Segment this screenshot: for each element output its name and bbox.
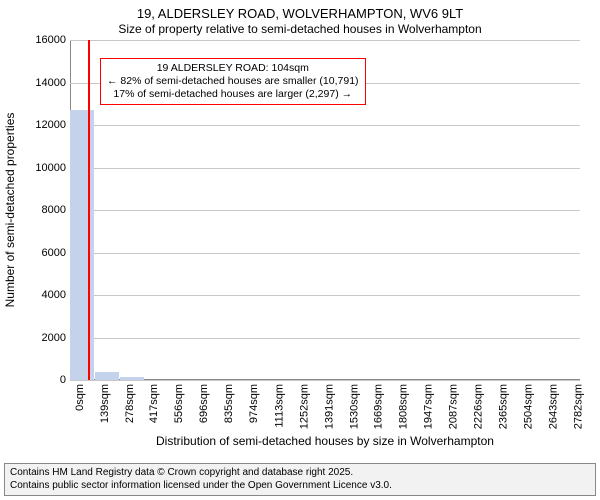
y-tick-label: 2000 bbox=[42, 332, 66, 344]
grid-line bbox=[70, 125, 580, 126]
x-tick-label: 1252sqm bbox=[298, 384, 310, 429]
x-tick-label: 696sqm bbox=[199, 384, 211, 423]
x-tick-label: 0sqm bbox=[74, 384, 86, 411]
y-tick-label: 16000 bbox=[35, 34, 66, 46]
y-axis-label: Number of semi-detached properties bbox=[3, 113, 17, 308]
footer-attribution: Contains HM Land Registry data © Crown c… bbox=[4, 463, 596, 496]
x-tick-label: 1669sqm bbox=[373, 384, 385, 429]
footer-line1: Contains HM Land Registry data © Crown c… bbox=[10, 467, 590, 480]
plot-area: 19 ALDERSLEY ROAD: 104sqm← 82% of semi-d… bbox=[70, 40, 580, 380]
x-tick-label: 1391sqm bbox=[323, 384, 335, 429]
x-tick-label: 2504sqm bbox=[522, 384, 534, 429]
grid-line bbox=[70, 40, 580, 41]
x-tick-label: 139sqm bbox=[99, 384, 111, 423]
x-axis: 0sqm 139sqm 278sqm 417sqm 556sqm 696sqm 835sqm… bbox=[70, 380, 580, 436]
y-tick-label: 12000 bbox=[35, 119, 66, 131]
x-tick-label: 1947sqm bbox=[422, 384, 434, 429]
y-tick-label: 6000 bbox=[42, 247, 66, 259]
x-tick-label: 1530sqm bbox=[348, 384, 360, 429]
chart-subtitle: Size of property relative to semi-detach… bbox=[0, 22, 600, 36]
x-tick-label: 278sqm bbox=[124, 384, 136, 423]
x-axis-label: Distribution of semi-detached houses by … bbox=[70, 434, 580, 448]
histogram-bar bbox=[95, 372, 119, 381]
property-marker-line bbox=[88, 40, 90, 380]
x-tick-label: 2782sqm bbox=[572, 384, 584, 429]
chart-title: 19, ALDERSLEY ROAD, WOLVERHAMPTON, WV6 9… bbox=[0, 6, 600, 21]
x-tick-label: 974sqm bbox=[248, 384, 260, 423]
grid-line bbox=[70, 168, 580, 169]
grid-line bbox=[70, 253, 580, 254]
grid-line bbox=[70, 210, 580, 211]
histogram-bar bbox=[70, 110, 94, 380]
grid-line bbox=[70, 338, 580, 339]
grid-line bbox=[70, 295, 580, 296]
x-tick-label: 835sqm bbox=[223, 384, 235, 423]
x-tick-label: 2226sqm bbox=[472, 384, 484, 429]
annotation-box: 19 ALDERSLEY ROAD: 104sqm← 82% of semi-d… bbox=[100, 58, 366, 105]
y-tick-label: 14000 bbox=[35, 77, 66, 89]
chart-wrap: Number of semi-detached properties 0 2000… bbox=[0, 40, 600, 450]
y-tick-label: 4000 bbox=[42, 289, 66, 301]
y-tick-label: 0 bbox=[60, 374, 66, 386]
x-tick-label: 1113sqm bbox=[273, 384, 285, 428]
chart-container: 19, ALDERSLEY ROAD, WOLVERHAMPTON, WV6 9… bbox=[0, 0, 600, 500]
x-tick-label: 1808sqm bbox=[398, 384, 410, 429]
x-tick-label: 2643sqm bbox=[547, 384, 559, 429]
footer-line2: Contains public sector information licen… bbox=[10, 480, 590, 493]
y-tick-label: 8000 bbox=[42, 204, 66, 216]
y-tick-label: 10000 bbox=[35, 162, 66, 174]
x-tick-label: 556sqm bbox=[174, 384, 186, 423]
title-block: 19, ALDERSLEY ROAD, WOLVERHAMPTON, WV6 9… bbox=[0, 0, 600, 36]
annotation-line2: ← 82% of semi-detached houses are smalle… bbox=[107, 75, 359, 88]
annotation-line1: 19 ALDERSLEY ROAD: 104sqm bbox=[107, 62, 359, 75]
x-tick-label: 2087sqm bbox=[447, 384, 459, 429]
x-tick-label: 417sqm bbox=[149, 384, 161, 423]
x-tick-label: 2365sqm bbox=[497, 384, 509, 429]
annotation-line3: 17% of semi-detached houses are larger (… bbox=[107, 88, 359, 101]
